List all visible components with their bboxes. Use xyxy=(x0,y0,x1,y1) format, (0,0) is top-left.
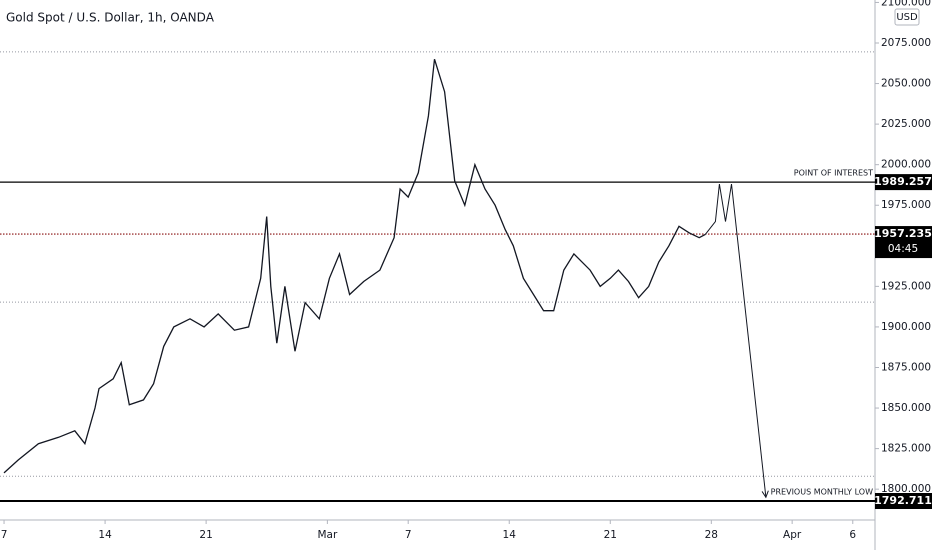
arrow-head xyxy=(761,490,769,499)
x-tick-label: 28 xyxy=(705,529,718,541)
y-tick-label: 2050.000 xyxy=(881,78,931,90)
x-tick-label: 21 xyxy=(199,529,212,541)
y-tick-label: 1925.000 xyxy=(881,280,931,292)
level-name: POINT OF INTEREST xyxy=(794,169,873,178)
x-tick-label: 21 xyxy=(604,529,617,541)
y-tick-label: 1975.000 xyxy=(881,199,931,211)
chart-title: Gold Spot / U.S. Dollar, 1h, OANDA xyxy=(6,11,215,25)
y-tick-label: 2075.000 xyxy=(881,37,931,49)
y-tick-label: 1800.000 xyxy=(881,483,931,495)
x-tick-label: Mar xyxy=(317,529,337,541)
price-label-box xyxy=(875,174,932,191)
x-tick-label: 14 xyxy=(503,529,517,541)
countdown: 04:45 xyxy=(888,243,918,255)
y-tick-label: 1850.000 xyxy=(881,402,931,414)
y-tick-label: 2100.000 xyxy=(881,0,931,8)
price-label: 1957.235 xyxy=(874,227,932,240)
y-tick-label: 1900.000 xyxy=(881,321,931,333)
x-tick-label: 14 xyxy=(98,529,112,541)
price-label-box xyxy=(875,492,932,509)
level-name: PREVIOUS MONTHLY LOW xyxy=(771,487,873,496)
currency-box xyxy=(894,8,920,26)
currency: USD xyxy=(896,12,918,23)
x-tick-label: 6 xyxy=(849,529,856,541)
price-label: 1792.711 xyxy=(874,494,932,507)
projection-line xyxy=(704,184,767,498)
x-tick-label: 7 xyxy=(405,529,412,541)
y-tick-label: 1825.000 xyxy=(881,443,931,455)
x-tick-label: 7 xyxy=(1,529,8,541)
price-line xyxy=(3,59,706,474)
x-tick-label: Apr xyxy=(783,529,802,541)
price-label-box xyxy=(875,226,932,259)
y-tick-label: 2000.000 xyxy=(881,159,931,171)
y-tick-label: 2025.000 xyxy=(881,118,931,130)
y-tick-label: 1875.000 xyxy=(881,361,931,373)
price-label: 1989.257 xyxy=(874,175,932,188)
